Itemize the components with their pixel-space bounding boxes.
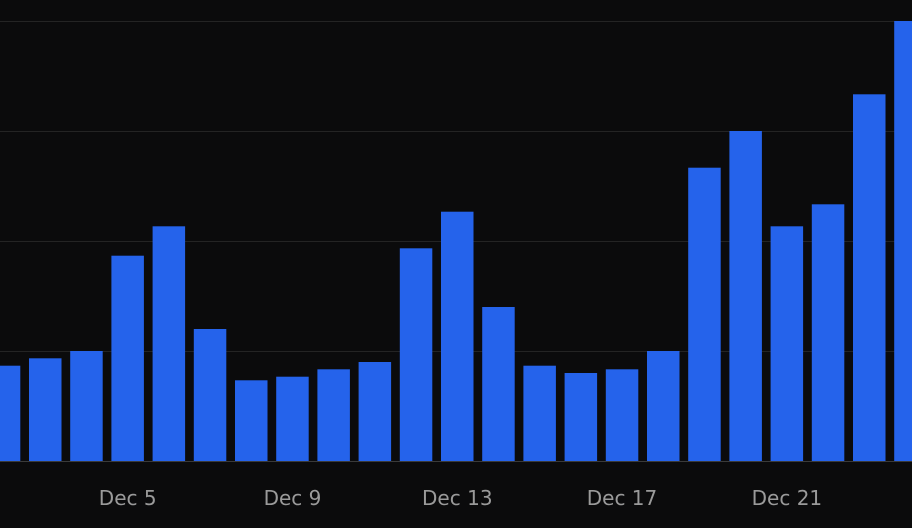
- bar-dec-15[interactable]: [523, 365, 556, 461]
- bar-dec-16[interactable]: [564, 373, 598, 461]
- bar-dec-12[interactable]: [399, 248, 433, 461]
- bar-dec-6[interactable]: [152, 226, 186, 461]
- bar-dec-9[interactable]: [276, 376, 309, 461]
- bar-dec-22[interactable]: [811, 204, 845, 462]
- bar-dec-13[interactable]: [441, 211, 474, 461]
- bar-dec-20[interactable]: [729, 131, 762, 461]
- bar-dec-3[interactable]: [29, 358, 62, 461]
- x-tick-label: Dec 5: [99, 486, 157, 510]
- bar-dec-23[interactable]: [853, 94, 886, 462]
- x-tick-label: Dec 21: [752, 486, 823, 510]
- bar-dec-7[interactable]: [193, 329, 227, 461]
- x-axis-ticks: Dec 5 Dec 9 Dec 13 Dec 17 Dec 21: [99, 486, 822, 510]
- bar-dec-5[interactable]: [111, 255, 144, 461]
- bar-dec-8[interactable]: [235, 380, 268, 461]
- bar-dec-10[interactable]: [317, 369, 350, 461]
- bar-dec-19[interactable]: [688, 167, 721, 461]
- x-tick-label: Dec 13: [422, 486, 493, 510]
- bar-dec-11[interactable]: [358, 362, 392, 461]
- bar-dec-14[interactable]: [482, 307, 515, 461]
- bar-dec-4[interactable]: [70, 351, 103, 461]
- bar-dec-18[interactable]: [647, 351, 680, 461]
- bars: [0, 21, 912, 462]
- bar-dec-17[interactable]: [605, 369, 639, 461]
- x-tick-label: Dec 9: [264, 486, 322, 510]
- bar-dec-24[interactable]: [894, 21, 912, 461]
- bar-dec-2[interactable]: [0, 365, 21, 461]
- bar-dec-21[interactable]: [770, 226, 804, 461]
- x-tick-label: Dec 17: [587, 486, 658, 510]
